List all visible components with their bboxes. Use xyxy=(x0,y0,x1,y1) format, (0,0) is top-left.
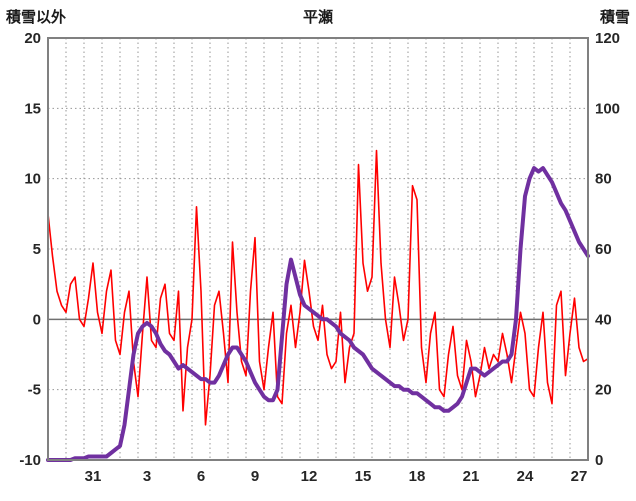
right-axis-tick-label: 120 xyxy=(595,30,620,47)
x-axis-tick-label: 15 xyxy=(355,468,372,485)
left-axis-tick-label: -5 xyxy=(28,382,41,399)
chart-title: 平瀬 xyxy=(302,9,333,26)
temperature-line xyxy=(47,149,589,426)
right-axis-tick-label: 100 xyxy=(595,100,620,117)
plot-frame xyxy=(47,37,589,461)
x-axis-tick-label: 27 xyxy=(571,468,588,485)
right-axis-tick-label: 20 xyxy=(595,382,612,399)
x-axis-tick-label: 18 xyxy=(409,468,426,485)
x-axis-tick-label: 31 xyxy=(85,468,102,485)
left-axis-tick-label: 10 xyxy=(24,171,41,188)
x-axis-tick-label: 12 xyxy=(301,468,318,485)
x-axis-tick-label: 6 xyxy=(197,468,205,485)
x-axis-tick-label: 3 xyxy=(143,468,151,485)
left-axis-title: 積雪以外 xyxy=(6,9,67,26)
left-axis-tick-label: 0 xyxy=(33,311,41,328)
right-axis-title: 積雪 xyxy=(599,9,630,26)
snow-depth-line xyxy=(46,166,590,462)
x-axis-tick-label: 21 xyxy=(463,468,480,485)
x-axis-tick-label: 24 xyxy=(517,468,534,485)
right-axis-tick-label: 0 xyxy=(595,452,603,469)
right-axis-tick-label: 80 xyxy=(595,171,612,188)
left-axis-tick-label: 20 xyxy=(24,30,41,47)
x-axis-tick-label: 9 xyxy=(251,468,259,485)
right-axis-tick-label: 40 xyxy=(595,311,612,328)
left-axis-tick-label: 15 xyxy=(24,100,41,117)
right-axis-tick-label: 60 xyxy=(595,241,612,258)
left-axis-tick-label: 5 xyxy=(33,241,41,258)
left-axis-tick-label: -10 xyxy=(19,452,41,469)
